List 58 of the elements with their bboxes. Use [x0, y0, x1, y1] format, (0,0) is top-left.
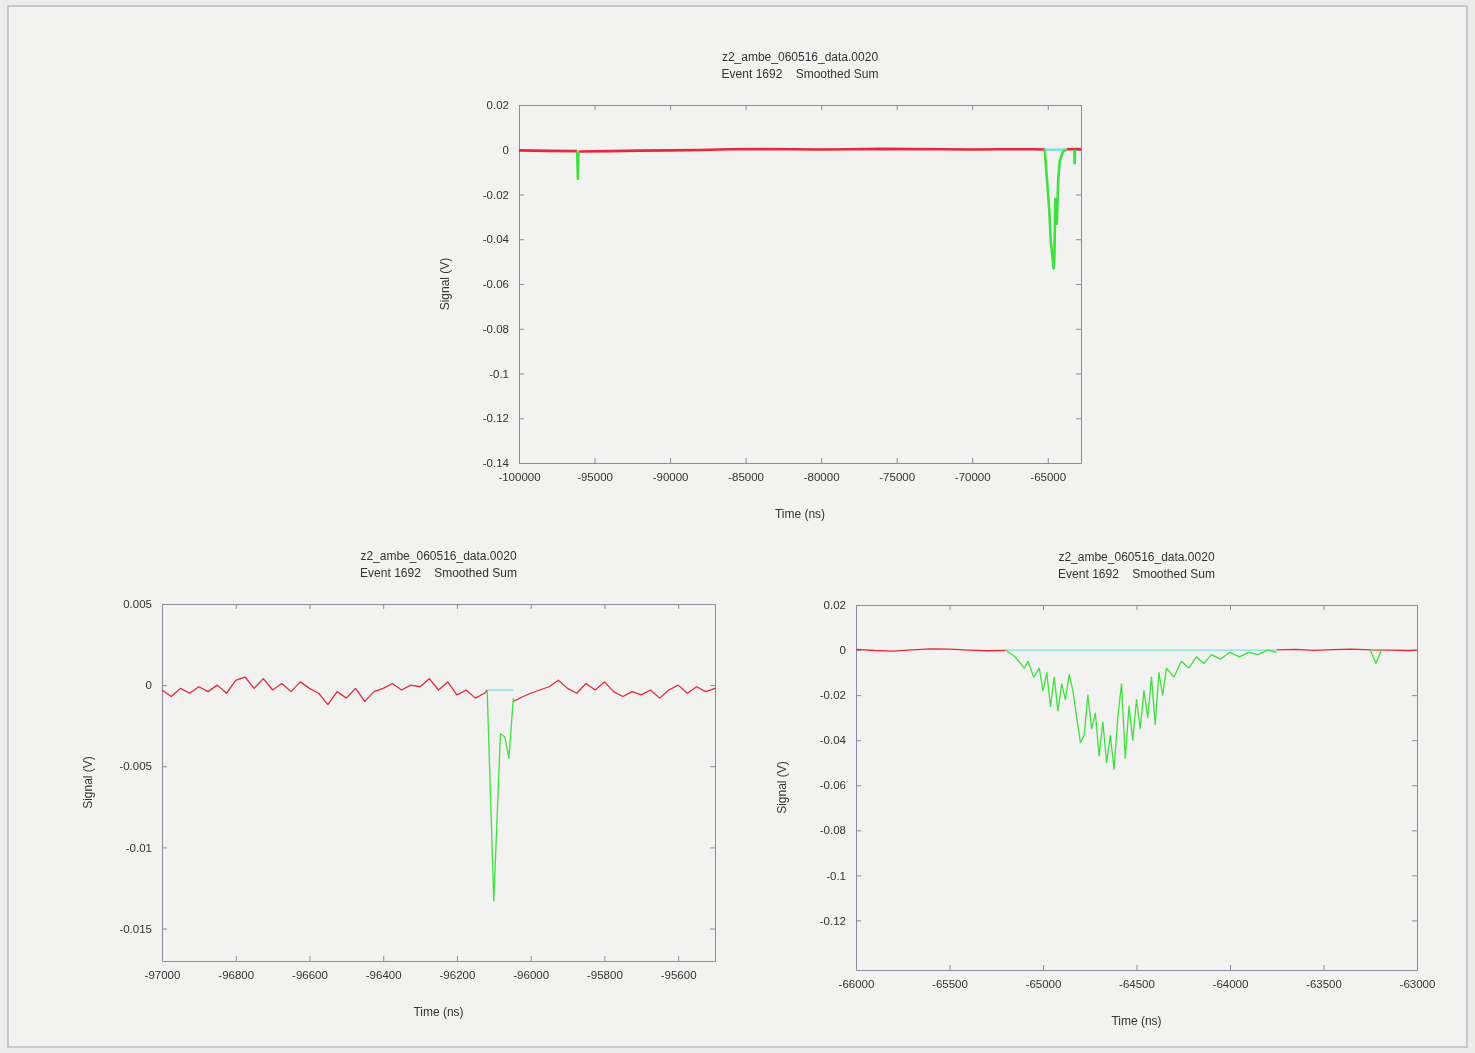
y-axis-title: Signal (V) — [775, 761, 789, 814]
y-tick-label: -0.08 — [482, 322, 509, 335]
y-tick-label: 0 — [502, 143, 509, 156]
y-tick-label: -0.04 — [482, 233, 510, 246]
x-tick-label: -80000 — [803, 471, 840, 484]
x-tick-label: -96400 — [365, 969, 402, 982]
x-tick-label: -95000 — [577, 471, 613, 484]
x-axis-title: Time (ns) — [774, 507, 826, 521]
x-tick-label: -65000 — [1025, 978, 1062, 991]
x-tick-label: -100000 — [498, 471, 541, 484]
y-tick-label: -0.06 — [482, 278, 509, 291]
chart-title: z2_ambe_060516_data.0020 — [360, 549, 517, 563]
y-tick-label: 0 — [145, 679, 152, 692]
chart-title: z2_ambe_060516_data.0020 — [1058, 550, 1215, 564]
x-tick-label: -90000 — [652, 471, 689, 484]
y-axis-title: Signal (V) — [81, 756, 95, 809]
y-tick-label: -0.12 — [819, 914, 846, 927]
x-tick-label: -96600 — [292, 969, 328, 982]
x-tick-label: -95800 — [586, 969, 623, 982]
chart-subtitle: Event 1692 Smoothed Sum — [360, 566, 517, 580]
x-tick-label: -64500 — [1119, 978, 1155, 991]
y-tick-label: -0.04 — [819, 734, 847, 747]
x-tick-label: -65500 — [932, 978, 968, 991]
y-tick-label: -0.06 — [819, 779, 846, 792]
x-tick-label: -97000 — [144, 969, 181, 982]
chart-subtitle: Event 1692 Smoothed Sum — [721, 67, 879, 81]
x-tick-label: -85000 — [728, 471, 765, 484]
x-tick-label: -96800 — [218, 969, 255, 982]
y-tick-label: 0.005 — [123, 598, 152, 611]
x-tick-label: -75000 — [879, 471, 916, 484]
chart-subtitle: Event 1692 Smoothed Sum — [1058, 567, 1215, 581]
x-axis-title: Time (ns) — [413, 1005, 464, 1019]
y-tick-label: -0.02 — [482, 188, 509, 201]
x-axis-title: Time (ns) — [1111, 1014, 1162, 1028]
y-tick-label: 0 — [839, 644, 846, 657]
x-tick-label: -64000 — [1212, 978, 1249, 991]
y-tick-label: -0.015 — [119, 922, 152, 935]
y-tick-label: -0.01 — [125, 841, 152, 854]
x-tick-label: -95600 — [660, 969, 697, 982]
x-tick-label: -63500 — [1306, 978, 1342, 991]
x-tick-label: -96200 — [439, 969, 476, 982]
y-tick-label: -0.1 — [826, 869, 846, 882]
y-tick-label: -0.14 — [482, 457, 510, 470]
x-tick-label: -70000 — [954, 471, 991, 484]
y-tick-label: -0.1 — [489, 367, 509, 380]
y-axis-title: Signal (V) — [438, 257, 452, 311]
y-tick-label: 0.02 — [486, 99, 509, 112]
chart-title: z2_ambe_060516_data.0020 — [721, 50, 879, 64]
x-tick-label: -96000 — [513, 969, 550, 982]
x-tick-label: -65000 — [1030, 471, 1067, 484]
line-series — [486, 689, 514, 902]
x-tick-label: -63000 — [1399, 978, 1436, 991]
y-tick-label: -0.02 — [819, 689, 846, 702]
y-tick-label: -0.12 — [482, 412, 509, 425]
x-tick-label: -66000 — [838, 978, 875, 991]
y-tick-label: -0.08 — [819, 824, 846, 837]
y-tick-label: 0.02 — [823, 599, 846, 612]
y-tick-label: -0.005 — [119, 760, 152, 773]
